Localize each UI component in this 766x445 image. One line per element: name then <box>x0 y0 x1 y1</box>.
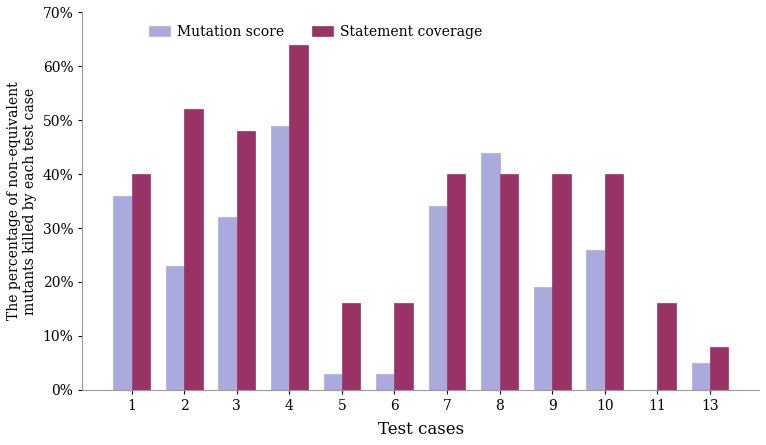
Bar <box>165 266 184 390</box>
Y-axis label: The percentage of non-equivalent
mutants killed by each test case: The percentage of non-equivalent mutants… <box>7 82 37 320</box>
Bar <box>692 363 710 390</box>
Bar <box>429 206 447 390</box>
Bar <box>447 174 466 390</box>
Bar <box>534 287 552 390</box>
Bar <box>184 109 202 390</box>
Bar <box>132 174 150 390</box>
Bar <box>237 131 255 390</box>
Bar <box>323 373 342 390</box>
Bar <box>376 373 394 390</box>
Bar <box>481 153 499 390</box>
Bar <box>710 347 728 390</box>
Bar <box>552 174 571 390</box>
Bar <box>218 217 237 390</box>
Bar <box>271 125 290 390</box>
Bar <box>657 303 676 390</box>
Bar <box>394 303 413 390</box>
Legend: Mutation score, Statement coverage: Mutation score, Statement coverage <box>143 20 487 44</box>
Bar <box>342 303 360 390</box>
X-axis label: Test cases: Test cases <box>378 421 464 438</box>
Bar <box>113 196 132 390</box>
Bar <box>499 174 518 390</box>
Bar <box>586 250 605 390</box>
Bar <box>605 174 624 390</box>
Bar <box>290 45 308 390</box>
